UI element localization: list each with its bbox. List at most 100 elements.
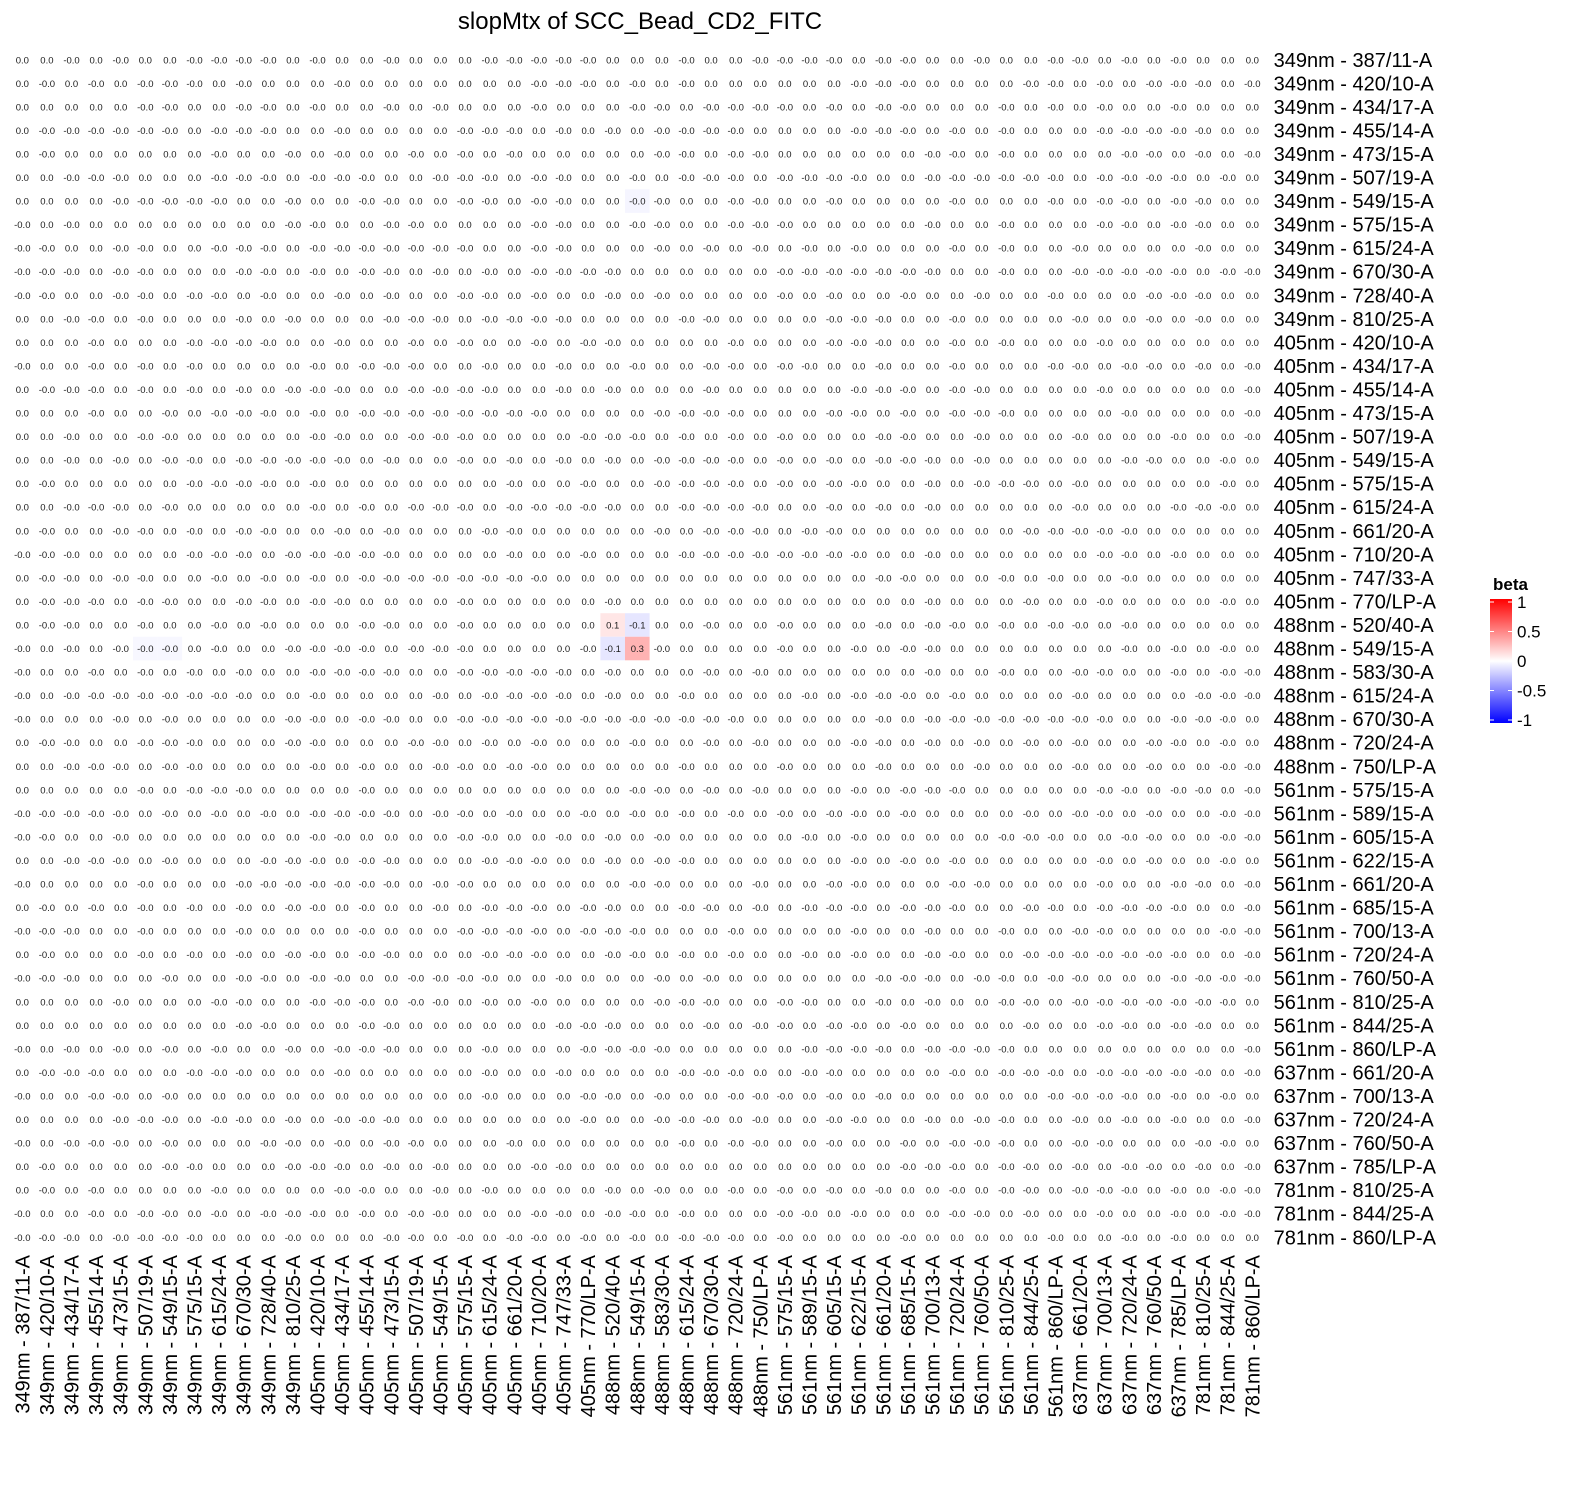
- heatmap-cell-label: -0.0: [654, 644, 670, 655]
- heatmap-cell-label: -0.0: [309, 950, 325, 961]
- heatmap-cell-label: 0.0: [655, 1139, 668, 1150]
- heatmap-cell-label: 0.0: [877, 1068, 890, 1079]
- heatmap-cell-label: 0.0: [286, 102, 299, 113]
- row-tick-label: 349nm - 507/19-A: [1274, 168, 1435, 190]
- heatmap-cell-label: 0.0: [286, 997, 299, 1008]
- heatmap-cell-label: -0.0: [432, 244, 448, 255]
- heatmap-cell-label: -0.0: [113, 573, 129, 584]
- heatmap-cell-label: -0.0: [432, 880, 448, 891]
- heatmap-cell-label: 0.0: [1098, 644, 1111, 655]
- heatmap-cell-label: 0.0: [1246, 220, 1259, 231]
- heatmap-cell-label: 0.0: [926, 55, 939, 66]
- heatmap-cell-label: -0.0: [851, 1044, 867, 1055]
- heatmap-cell-label: 0.0: [508, 197, 521, 208]
- heatmap-cell-label: 0.0: [163, 620, 176, 631]
- heatmap-cell-label: 0.0: [926, 1139, 939, 1150]
- heatmap-cell-label: 0.0: [778, 126, 791, 137]
- heatmap-cell-label: -0.0: [703, 715, 719, 726]
- heatmap-cell-label: -0.0: [1121, 361, 1137, 372]
- heatmap-cell-label: 0.0: [975, 997, 988, 1008]
- heatmap-cell-label: 0.0: [877, 550, 890, 561]
- heatmap-cell-label: 0.0: [262, 432, 275, 443]
- heatmap-cell-label: -0.0: [1072, 738, 1088, 749]
- heatmap-cell-label: -0.0: [728, 173, 744, 184]
- heatmap-cell-label: 0.0: [458, 55, 471, 66]
- heatmap-cell-label: 0.0: [950, 1091, 963, 1102]
- heatmap-cell-label: 0.0: [1049, 149, 1062, 160]
- heatmap-cell-label: -0.0: [678, 479, 694, 490]
- heatmap-cell-label: -0.0: [1244, 1044, 1260, 1055]
- heatmap-cell-label: -0.0: [949, 1139, 965, 1150]
- heatmap-cell-label: 0.0: [286, 526, 299, 537]
- heatmap-cell-label: 0.0: [286, 573, 299, 584]
- column-tick-label: 349nm - 549/15-A: [160, 1254, 182, 1415]
- heatmap-cell-label: 0.0: [212, 668, 225, 679]
- heatmap-cell-label: 0.0: [975, 1233, 988, 1244]
- heatmap-cell-label: -0.0: [506, 409, 522, 420]
- heatmap-cell-label: 0.0: [434, 55, 447, 66]
- heatmap-cell-label: -0.0: [137, 668, 153, 679]
- row-tick-label: 561nm - 605/15-A: [1274, 827, 1435, 849]
- heatmap-cell-label: 0.0: [385, 762, 398, 773]
- heatmap-cell-label: 0.0: [655, 173, 668, 184]
- heatmap-cell-label: 0.0: [1024, 620, 1037, 631]
- heatmap-cell-label: 0.0: [139, 55, 152, 66]
- heatmap-cell-label: -0.0: [531, 409, 547, 420]
- heatmap-cell-label: -0.0: [359, 197, 375, 208]
- heatmap-cell-label: -0.0: [654, 715, 670, 726]
- heatmap-cell-label: -0.0: [334, 668, 350, 679]
- heatmap-cell-label: -0.0: [998, 220, 1014, 231]
- heatmap-cell-label: 0.0: [803, 573, 816, 584]
- heatmap-cell-label: 0.0: [409, 668, 422, 679]
- heatmap-cell-label: -0.0: [1121, 1186, 1137, 1197]
- heatmap-cell-label: -0.0: [309, 479, 325, 490]
- heatmap-cell-label: -0.0: [1195, 691, 1211, 702]
- heatmap-cell-label: -0.0: [63, 385, 79, 396]
- heatmap-cell-label: -0.0: [605, 597, 621, 608]
- heatmap-cell-label: 0.0: [16, 997, 29, 1008]
- heatmap-cell-label: 0.0: [877, 880, 890, 891]
- heatmap-cell-label: -0.0: [236, 785, 252, 796]
- heatmap-cell-label: 0.0: [16, 738, 29, 749]
- heatmap-cell-label: -0.0: [383, 573, 399, 584]
- heatmap-cell-label: -0.0: [1121, 950, 1137, 961]
- heatmap-cell-label: -0.0: [334, 550, 350, 561]
- legend: 10.50-0.5-1: [1490, 593, 1546, 730]
- heatmap-cell-label: 0.0: [1147, 620, 1160, 631]
- heatmap-cell-label: 0.0: [532, 1115, 545, 1126]
- heatmap-cell-label: -0.0: [137, 691, 153, 702]
- heatmap-cell-label: -0.0: [605, 338, 621, 349]
- heatmap-cell-label: -0.0: [1097, 903, 1113, 914]
- heatmap-cell-label: -0.0: [63, 456, 79, 467]
- heatmap-cell-label: 0.0: [729, 55, 742, 66]
- heatmap-cell-label: -0.0: [1146, 1162, 1162, 1173]
- heatmap-cell-label: 0.0: [16, 620, 29, 631]
- heatmap-cell-label: 0.0: [40, 409, 53, 420]
- heatmap-cell-label: -0.0: [1097, 880, 1113, 891]
- heatmap-cell-label: -0.0: [457, 880, 473, 891]
- heatmap-cell-label: -0.0: [359, 715, 375, 726]
- heatmap-cell-label: -0.0: [1195, 126, 1211, 137]
- heatmap-cell-label: 0.0: [40, 220, 53, 231]
- heatmap-cell-label: 0.0: [311, 1068, 324, 1079]
- heatmap-cell-label: -0.0: [1097, 173, 1113, 184]
- heatmap-cell-label: -0.0: [408, 974, 424, 985]
- column-tick-label: 405nm - 615/24-A: [480, 1254, 502, 1415]
- heatmap-cell-label: -0.0: [186, 903, 202, 914]
- heatmap-cell-label: 0.0: [237, 809, 250, 820]
- heatmap-cell-label: -0.0: [703, 244, 719, 255]
- heatmap-cell-label: -0.0: [924, 597, 940, 608]
- heatmap-cell-label: -0.0: [998, 338, 1014, 349]
- heatmap-cell-label: 0.0: [16, 149, 29, 160]
- heatmap-cell-label: -0.0: [531, 691, 547, 702]
- heatmap-cell-label: 0.0: [1000, 762, 1013, 773]
- heatmap-cell-label: -0.0: [359, 927, 375, 938]
- row-tick-label: 349nm - 420/10-A: [1274, 73, 1435, 95]
- heatmap-cell-label: -0.0: [309, 762, 325, 773]
- heatmap-cell-label: 0.0: [1000, 950, 1013, 961]
- heatmap-cell-label: 0.0: [1024, 1139, 1037, 1150]
- heatmap-cell-label: -0.0: [728, 950, 744, 961]
- heatmap-cell-label: 0.0: [458, 1139, 471, 1150]
- heatmap-cell-label: -0.0: [998, 974, 1014, 985]
- heatmap-cell-label: -0.0: [88, 314, 104, 325]
